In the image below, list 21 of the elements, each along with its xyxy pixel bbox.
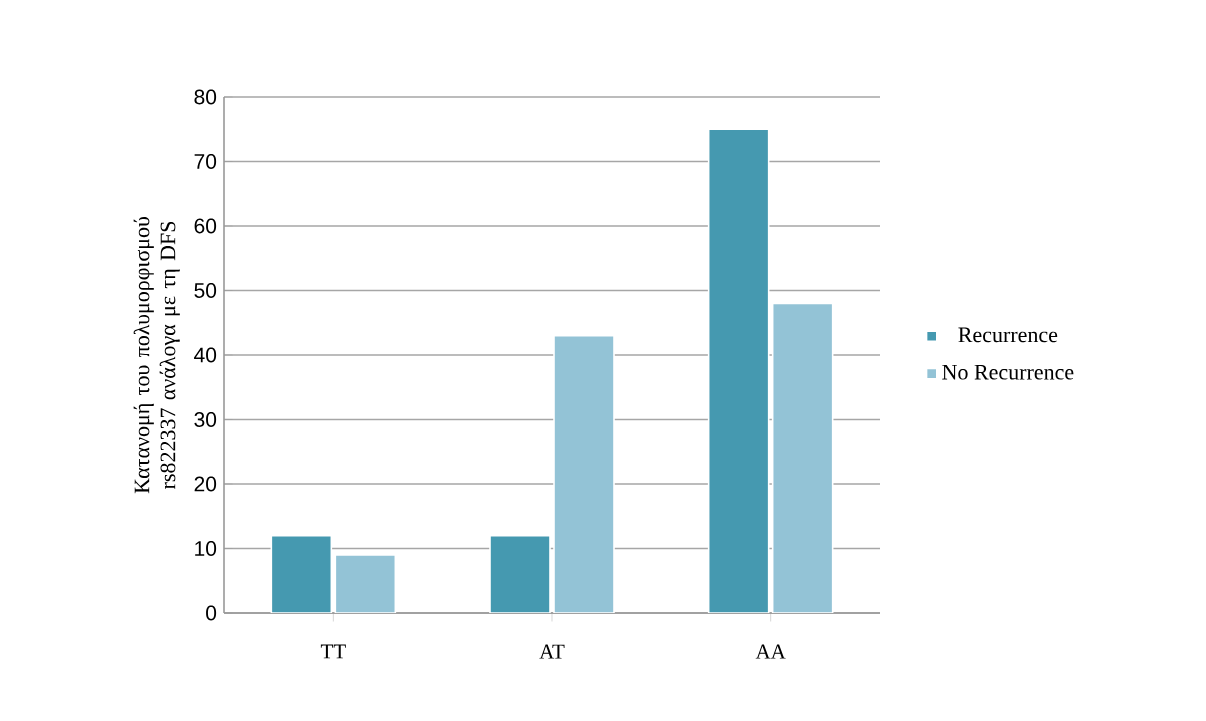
bar xyxy=(334,554,397,613)
x-tick-label: AT xyxy=(539,644,565,659)
y-tick-label: 80 xyxy=(194,89,217,105)
legend-label: No Recurrence xyxy=(942,365,1074,380)
y-tick-label: 50 xyxy=(194,283,217,298)
legend-label: Recurrence xyxy=(958,327,1058,343)
y-tick-label: 0 xyxy=(206,605,217,621)
bar xyxy=(553,334,615,613)
bar xyxy=(489,534,551,613)
x-tick-label: TT xyxy=(320,644,346,659)
x-tick-label: AA xyxy=(755,644,786,659)
y-tick-label: 60 xyxy=(194,218,217,234)
bar xyxy=(707,128,770,613)
bar xyxy=(771,302,834,613)
y-tick-label: 70 xyxy=(194,154,217,169)
y-tick-label: 30 xyxy=(194,412,217,427)
y-tick-label: 40 xyxy=(194,347,217,363)
y-axis-title: Κατανομή του πολυμορφισμού rs822337 ανάλογα με τη DFS xyxy=(133,216,180,494)
y-tick-label: 10 xyxy=(195,541,217,556)
bar xyxy=(270,534,333,613)
y-tick-label: 20 xyxy=(194,476,217,492)
